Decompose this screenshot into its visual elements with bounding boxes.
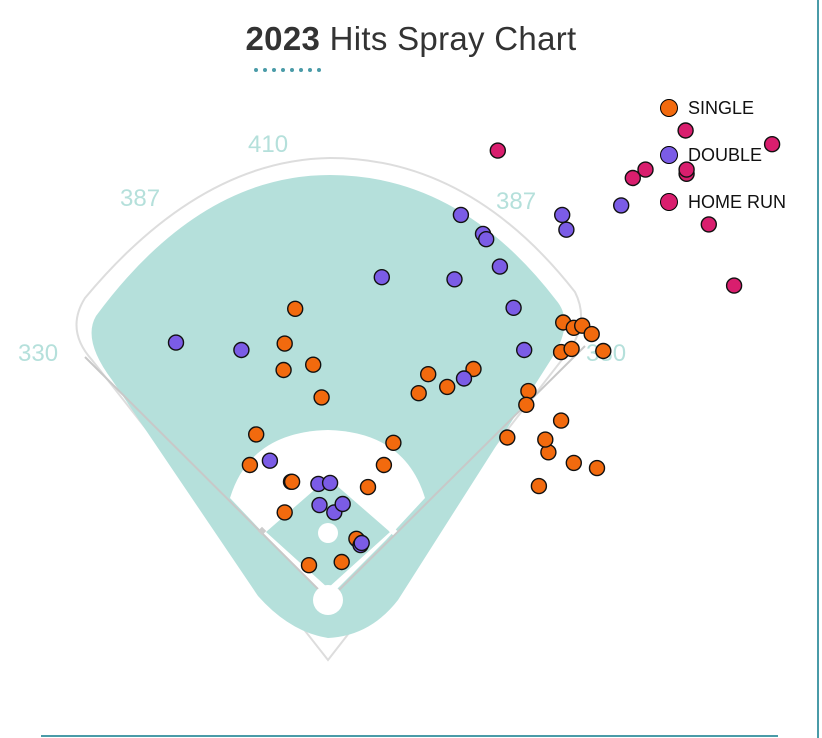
legend-item-double: DOUBLE: [660, 143, 810, 167]
legend-item-single: SINGLE: [660, 96, 810, 120]
hit-point-double: [261, 452, 279, 469]
legend-swatch-double: [660, 146, 678, 164]
hit-point-home-run: [624, 169, 641, 187]
legend-label-double: DOUBLE: [688, 144, 763, 165]
hit-point-home-run: [489, 142, 506, 159]
hit-point-double: [558, 221, 575, 238]
hit-point-single: [283, 473, 301, 490]
hit-point-double: [321, 474, 339, 492]
chart-title: 2023 Hits Spray Chart: [0, 20, 822, 58]
hit-point-double: [446, 271, 463, 288]
right-foul-line: [328, 345, 586, 601]
hit-point-home-run: [677, 122, 694, 139]
outfield-grass: [91, 175, 565, 638]
hit-point-double: [516, 341, 533, 359]
legend-label-home-run: HOME RUN: [688, 191, 786, 212]
hit-point-double: [452, 206, 470, 224]
hit-point-single: [313, 389, 330, 406]
frame-bottom-border: [41, 735, 778, 737]
distance-left-center: 387: [120, 185, 160, 212]
hit-point-single: [520, 382, 537, 400]
first-base: [388, 526, 398, 536]
hit-point-double: [478, 230, 495, 248]
hit-point-single: [276, 504, 293, 521]
hit-point-single: [359, 478, 377, 496]
legend: SINGLE DOUBLE HOME RUN: [660, 96, 810, 237]
hit-point-single: [287, 300, 304, 317]
hit-point-single: [588, 459, 606, 477]
hit-point-single: [518, 396, 535, 413]
hit-point-single: [410, 385, 427, 402]
hit-point-single: [375, 456, 393, 474]
left-foul-line: [84, 356, 330, 601]
distance-right-center: 387: [496, 188, 536, 215]
hit-point-single: [241, 456, 259, 474]
hit-point-home-run: [700, 216, 717, 233]
third-base: [257, 526, 267, 536]
legend-label-single: SINGLE: [688, 97, 755, 118]
hit-point-double: [554, 206, 571, 224]
hit-point-single: [275, 361, 292, 379]
hit-point-single: [385, 434, 402, 451]
legend-item-home-run: HOME RUN: [660, 190, 810, 214]
pitchers-mound: [318, 523, 338, 543]
hit-point-single: [305, 356, 322, 373]
hit-points-layer: [167, 122, 781, 574]
hit-point-single: [530, 477, 548, 495]
hit-point-double: [505, 299, 522, 316]
hit-point-single: [248, 426, 265, 443]
distance-center: 410: [248, 131, 288, 158]
hit-point-double: [334, 495, 351, 513]
chart-title-year: 2023: [245, 20, 321, 57]
hit-point-single: [276, 335, 293, 352]
hit-point-single: [552, 412, 570, 429]
hit-point-home-run: [725, 277, 743, 294]
hit-point-double: [233, 341, 250, 359]
hit-point-single: [439, 378, 456, 396]
hit-point-double: [311, 496, 328, 514]
chart-title-text: Hits Spray Chart: [329, 20, 577, 57]
distance-left-line: 330: [18, 340, 58, 367]
frame-right-border: [817, 0, 819, 738]
legend-swatch-single: [660, 99, 678, 117]
hit-point-single: [537, 431, 554, 448]
hit-point-double: [373, 269, 390, 286]
hit-point-single: [333, 553, 350, 571]
hit-point-single: [565, 454, 582, 472]
hit-point-double: [455, 370, 473, 387]
home-plate-area: [313, 585, 343, 615]
hit-point-single: [499, 429, 516, 446]
hit-point-double: [353, 534, 370, 552]
hit-point-single: [300, 557, 318, 574]
hit-point-home-run: [637, 161, 654, 178]
hit-point-single: [563, 340, 580, 358]
hit-point-double: [613, 197, 630, 214]
hit-point-home-run: [678, 161, 695, 178]
hit-point-single: [420, 366, 437, 383]
hit-point-single: [583, 325, 600, 343]
hit-point-double: [167, 334, 185, 351]
hit-point-home-run: [763, 135, 781, 153]
title-underline-dots: [254, 68, 334, 74]
legend-swatch-home-run: [660, 193, 678, 211]
hit-point-single: [595, 342, 612, 360]
hit-point-double: [491, 258, 509, 275]
